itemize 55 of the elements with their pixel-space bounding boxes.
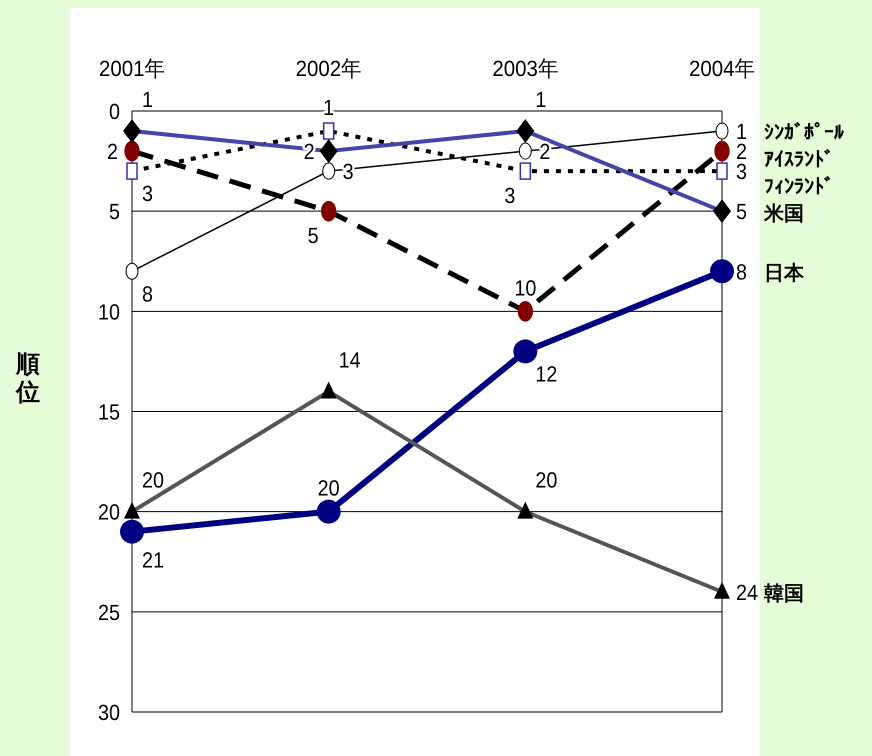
point xyxy=(124,502,140,519)
data-label: 5 xyxy=(736,199,748,224)
x-tick-label: 2002年 xyxy=(296,56,367,81)
point xyxy=(714,582,730,599)
series-label: 日本 xyxy=(764,262,805,284)
series-label: ｱｲｽﾗﾝﾄﾞ xyxy=(764,148,834,172)
series-label: 米国 xyxy=(763,203,804,226)
data-label: 20 xyxy=(142,468,166,493)
point xyxy=(123,119,141,144)
y-axis-title: 順位 xyxy=(15,351,40,406)
point xyxy=(321,200,336,222)
y-tick-label: 10 xyxy=(98,299,122,324)
series-label: ｼﾝｶﾞﾎﾟｰﾙ xyxy=(764,121,844,144)
point xyxy=(518,142,532,160)
point xyxy=(320,139,338,164)
point xyxy=(513,339,538,364)
y-tick-label: 20 xyxy=(98,500,122,525)
point xyxy=(517,502,534,519)
data-label: 21 xyxy=(142,548,166,573)
data-label: 14 xyxy=(338,347,364,372)
point xyxy=(322,162,336,180)
y-tick-label: 5 xyxy=(109,199,122,224)
point xyxy=(120,520,144,544)
x-tick-label: 2004年 xyxy=(689,56,760,81)
point xyxy=(710,259,734,284)
series-label: 韓国 xyxy=(764,582,804,605)
data-label: 10 xyxy=(514,275,539,300)
point xyxy=(714,140,730,162)
point xyxy=(124,140,140,162)
x-tick-label: 2001年 xyxy=(99,56,170,81)
point xyxy=(518,300,533,322)
y-tick-label: 15 xyxy=(98,400,122,424)
point xyxy=(516,119,534,144)
y-tick-label: 25 xyxy=(98,600,122,625)
point xyxy=(320,381,337,398)
point xyxy=(716,122,728,140)
data-label: 20 xyxy=(535,468,560,493)
data-label: 3 xyxy=(504,183,517,208)
point xyxy=(713,199,731,224)
data-label: 8 xyxy=(736,259,748,284)
data-label: 12 xyxy=(535,361,560,386)
data-label: 1 xyxy=(535,87,548,112)
data-label: 3 xyxy=(142,181,154,206)
point xyxy=(126,262,138,280)
data-label: 24 xyxy=(736,580,760,605)
data-label: 8 xyxy=(142,281,154,306)
y-tick-label: 30 xyxy=(98,700,122,725)
point xyxy=(316,500,341,524)
series-label: ﾌｨﾝﾗﾝﾄﾞ xyxy=(764,175,834,198)
data-label: 20 xyxy=(318,476,342,501)
data-label: 5 xyxy=(308,223,320,248)
data-label: 2 xyxy=(107,139,120,164)
data-label: 1 xyxy=(142,87,154,112)
y-tick-label: 0 xyxy=(109,99,122,124)
x-tick-label: 2003年 xyxy=(492,56,564,81)
